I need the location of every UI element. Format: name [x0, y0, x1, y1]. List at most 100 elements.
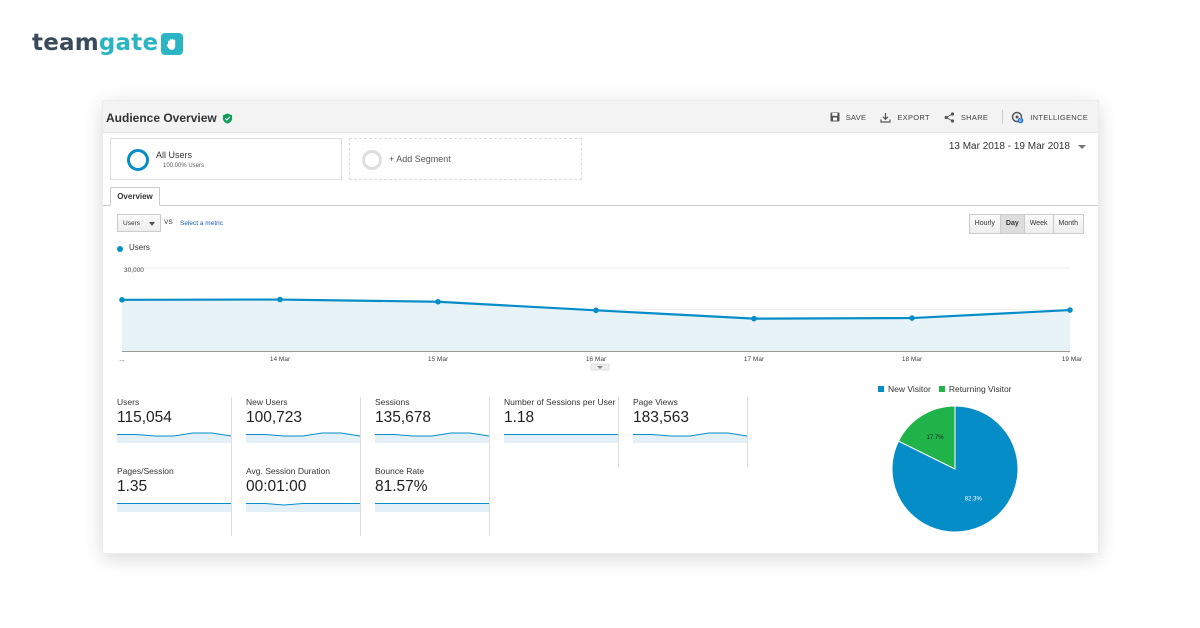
metric-card[interactable]: Page Views 183,563 [619, 397, 748, 467]
floppy-icon [830, 112, 840, 122]
data-point [435, 298, 441, 305]
visitor-pie-chart[interactable]: 82.3% 17.7% [892, 406, 1022, 536]
pie-legend-new: New Visitor [878, 384, 931, 394]
share-icon [944, 111, 954, 123]
metric-card[interactable]: Avg. Session Duration 00:01:00 [232, 466, 361, 536]
metric-label: Users [117, 397, 140, 407]
granularity-toggle: Hourly Day Week Month [968, 214, 1084, 234]
x-tick-label: 19 Mar [1062, 356, 1083, 363]
pie-slice[interactable] [897, 406, 956, 470]
x-tick-label: 14 Mar [270, 356, 291, 363]
download-icon [880, 112, 891, 123]
data-point [751, 315, 757, 322]
pie-legend-returning-label: Returning Visitor [948, 384, 1012, 394]
metric-sparkline [117, 503, 231, 512]
data-point [1067, 307, 1073, 313]
metric-value: 115,054 [117, 409, 172, 426]
granularity-month-button[interactable]: Month [1053, 215, 1083, 233]
metric-sparkline [375, 432, 489, 443]
metric-label: Page Views [633, 397, 678, 407]
metric-card[interactable]: Bounce Rate 81.57% [361, 466, 490, 536]
metric-label: Number of Sessions per User [504, 397, 616, 407]
save-button[interactable]: SAVE [830, 112, 867, 122]
data-point [593, 307, 599, 314]
metric-dropdown[interactable]: Users [117, 214, 161, 232]
add-segment-button[interactable]: + Add Segment [349, 138, 582, 180]
logo-wordmark: teamgate [32, 30, 159, 56]
metric-sparkline [246, 432, 360, 443]
x-tick-label: 16 Mar [586, 356, 607, 363]
x-tick-label: ... [119, 356, 125, 363]
hand-icon [161, 33, 184, 55]
intelligence-icon: 8 [1011, 111, 1024, 123]
date-range-picker[interactable]: 13 Mar 2018 - 19 Mar 2018 [949, 141, 1086, 152]
tab-bar-divider [103, 205, 1098, 206]
verified-shield-icon [222, 112, 232, 124]
analytics-panel: Audience Overview SAVE EXPORT SHARE 8 IN… [103, 101, 1098, 553]
granularity-hourly-button[interactable]: Hourly [969, 215, 1001, 233]
segment-ring-icon [127, 149, 149, 171]
intelligence-button[interactable]: 8 INTELLIGENCE [1011, 111, 1088, 124]
panel-header: Audience Overview SAVE EXPORT SHARE 8 IN… [103, 101, 1098, 133]
pie-legend: New Visitor Returning Visitor [878, 384, 1012, 394]
metric-value: 1.35 [117, 478, 148, 495]
granularity-week-button[interactable]: Week [1024, 215, 1054, 233]
metric-value: 135,678 [375, 409, 432, 426]
chart-legend-label: Users [129, 243, 150, 252]
pie-legend-returning: Returning Visitor [938, 384, 1012, 394]
metric-value: 100,723 [246, 409, 303, 426]
share-button[interactable]: SHARE [944, 111, 988, 123]
chevron-down-icon [1078, 144, 1086, 149]
legend-swatch [878, 386, 884, 392]
select-metric-link[interactable]: Select a metric [180, 220, 223, 227]
segment-all-users[interactable]: All Users 100.00% Users [110, 138, 342, 180]
chevron-down-icon [149, 222, 155, 226]
metric-value: 00:01:00 [246, 478, 307, 495]
metric-label: Bounce Rate [375, 466, 425, 476]
pie-slice-label: 17.7% [927, 435, 945, 441]
segment-percent: 100.00% Users [163, 163, 205, 169]
metric-card[interactable]: Users 115,054 [103, 397, 232, 467]
legend-swatch [938, 386, 945, 392]
pie-legend-new-label: New Visitor [888, 384, 931, 394]
chart-legend-swatch [117, 246, 123, 252]
metric-value: 81.57% [375, 478, 428, 495]
data-point [119, 297, 125, 303]
metric-card[interactable]: New Users 100,723 [232, 397, 361, 467]
metric-value: 183,563 [633, 409, 690, 426]
segment-ring-icon [362, 150, 382, 170]
metric-label: Pages/Session [117, 466, 174, 476]
data-point [909, 315, 915, 321]
export-button[interactable]: EXPORT [880, 112, 930, 123]
metric-label: New Users [246, 397, 288, 407]
page-title: Audience Overview [106, 111, 233, 125]
metric-card[interactable]: Number of Sessions per User 1.18 [490, 397, 619, 467]
vs-label: VS [164, 219, 173, 226]
metric-sparkline [633, 432, 747, 443]
metric-label: Avg. Session Duration [246, 466, 330, 476]
series-area [122, 299, 1070, 351]
add-segment-label: + Add Segment [389, 154, 451, 164]
x-tick-label: 15 Mar [428, 356, 449, 363]
data-point [277, 296, 283, 303]
metric-card[interactable]: Sessions 135,678 [361, 397, 490, 467]
metric-sparkline [504, 434, 618, 443]
metric-sparkline [246, 503, 360, 512]
segment-name: All Users [156, 150, 193, 160]
tab-overview[interactable]: Overview [110, 187, 160, 206]
metric-label: Sessions [375, 397, 410, 407]
report-toolbar: SAVE EXPORT SHARE 8 INTELLIGENCE [830, 110, 1088, 124]
metric-sparkline [375, 503, 489, 512]
granularity-day-button[interactable]: Day [1000, 215, 1025, 233]
teamgate-logo[interactable]: teamgate [32, 30, 184, 56]
chevron-down-icon [597, 366, 603, 369]
metric-card[interactable]: Pages/Session 1.35 [103, 466, 232, 536]
x-tick-label: 17 Mar [744, 356, 765, 363]
date-range-label: 13 Mar 2018 - 19 Mar 2018 [948, 141, 1070, 152]
svg-text:8: 8 [1019, 118, 1022, 123]
toolbar-divider [1002, 110, 1004, 124]
x-tick-label: 18 Mar [902, 356, 923, 363]
pie-slice-label: 82.3% [965, 496, 983, 502]
metric-dropdown-value: Users [123, 220, 140, 227]
